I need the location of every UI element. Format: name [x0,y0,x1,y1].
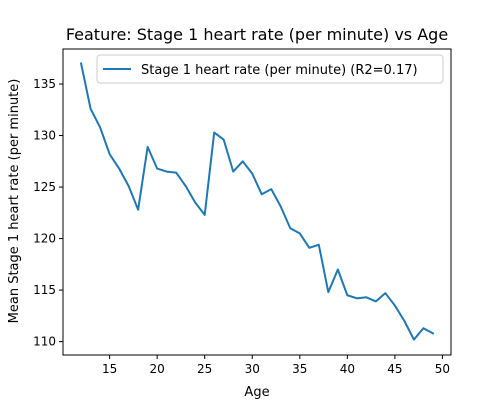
series-line-0 [79,62,435,341]
x-tick-label: 35 [292,362,307,376]
legend: Stage 1 heart rate (per minute) (R2=0.17… [96,54,444,84]
chart-title: Feature: Stage 1 heart rate (per minute)… [66,25,448,44]
plot-area: 15 20 25 30 35 40 45 50 110 115 120 125 130 135 [33,48,452,376]
x-tick-label: 20 [150,362,165,376]
y-tick-label: 120 [33,232,56,246]
x-axis-label: Age [244,385,269,400]
axes-frame [62,48,452,356]
y-tick-label: 125 [33,180,56,194]
x-tick-label: 40 [340,362,355,376]
x-tick-label: 15 [102,362,117,376]
y-tick-label: 110 [33,335,56,349]
x-tick-label: 45 [387,362,402,376]
y-tick-label: 135 [33,77,56,91]
y-tick-label: 115 [33,283,56,297]
x-tick-label: 50 [435,362,450,376]
legend-entry-label: Stage 1 heart rate (per minute) (R2=0.17… [141,63,418,78]
y-tick-label: 130 [33,129,56,143]
y-axis-label: Mean Stage 1 heart rate (per minute) [7,79,22,324]
legend-box [96,54,444,84]
x-tick-label: 30 [245,362,260,376]
x-tick-label: 25 [197,362,212,376]
